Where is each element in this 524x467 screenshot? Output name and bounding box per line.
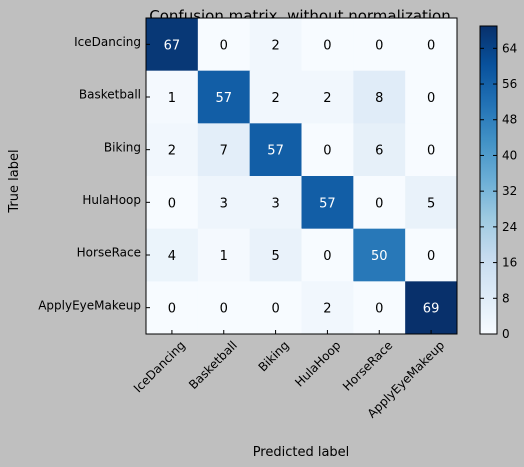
matrix-cell — [353, 281, 406, 335]
cell-value-label: 5 — [427, 196, 435, 211]
matrix-cell — [249, 281, 302, 335]
matrix-cell — [301, 281, 354, 335]
cell-value-label: 50 — [371, 249, 388, 264]
matrix-cell — [249, 176, 302, 230]
cell-value-label: 0 — [271, 302, 279, 317]
cell-value-label: 0 — [168, 196, 176, 211]
colorbar-tick-label: 0 — [502, 327, 510, 341]
matrix-cell — [405, 176, 458, 230]
matrix-cell — [197, 281, 251, 335]
colorbar-tick-label: 56 — [502, 77, 517, 91]
matrix-cell — [197, 18, 251, 72]
colorbar-tick-label: 40 — [502, 148, 517, 162]
colorbar: 0 8 16 24 32 40 48 56 64 — [479, 25, 517, 341]
cell-value-label: 57 — [215, 91, 232, 106]
cell-value-label: 0 — [323, 38, 331, 53]
matrix-cell — [146, 176, 199, 230]
cell-value-label: 57 — [319, 196, 336, 211]
cell-value-label: 3 — [271, 196, 279, 211]
matrix-cell — [249, 123, 302, 177]
colorbar-tick-label: 8 — [502, 291, 510, 305]
matrix-cell — [405, 18, 458, 72]
cell-value-label: 7 — [220, 144, 228, 159]
x-axis-label: Predicted label — [253, 445, 350, 460]
cell-value-label: 6 — [375, 144, 383, 159]
matrix-cell — [301, 70, 354, 124]
matrix-cell — [146, 18, 199, 72]
cell-value-label: 5 — [271, 249, 279, 264]
cell-value-label: 2 — [168, 144, 176, 159]
matrix-cell — [405, 70, 458, 124]
y-tick-label: Basketball — [79, 88, 141, 102]
matrix-cell — [197, 228, 251, 282]
matrix-cell — [405, 123, 458, 177]
cell-value-label: 0 — [427, 38, 435, 53]
matrix-cell — [249, 228, 302, 282]
matrix-cell — [197, 123, 251, 177]
y-tick-label: IceDancing — [74, 35, 141, 49]
cell-value-label: 0 — [220, 302, 228, 317]
matrix-cell — [301, 176, 354, 230]
cell-value-label: 0 — [220, 38, 228, 53]
cell-value-label: 0 — [323, 249, 331, 264]
matrix-cell — [197, 176, 251, 230]
y-tick-label: HulaHoop — [82, 193, 141, 207]
cell-value-label: 2 — [323, 91, 331, 106]
colorbar-tick-label: 48 — [502, 113, 517, 127]
cell-value-label: 0 — [427, 144, 435, 159]
cell-value-label: 0 — [375, 38, 383, 53]
matrix-cell — [405, 228, 458, 282]
y-tick-label: Biking — [104, 140, 141, 154]
matrix-cell — [353, 228, 406, 282]
colorbar-tick-label: 24 — [502, 220, 517, 234]
matrix-cell — [146, 70, 199, 124]
colorbar-tick-label: 32 — [502, 184, 517, 198]
matrix-cell — [146, 281, 199, 335]
cell-value-label: 8 — [375, 91, 383, 106]
matrix-cell — [249, 18, 302, 72]
matrix-cell — [301, 18, 354, 72]
cell-value-label: 0 — [427, 91, 435, 106]
matrix-cell — [353, 123, 406, 177]
colorbar-tick-label: 64 — [502, 41, 517, 55]
cell-value-label: 0 — [375, 302, 383, 317]
plot-frame — [145, 17, 458, 335]
matrix-cell — [301, 228, 354, 282]
matrix-plot-area: 67 0 2 0 0 01 57 2 2 8 02 7 57 0 6 00 3 3 57 0 54 1 5 0 50 00 0 0 2 0… — [38, 17, 458, 421]
cell-value-label: 2 — [323, 302, 331, 317]
cell-value-label: 4 — [168, 249, 176, 264]
colorbar-gradient — [479, 25, 498, 335]
matrix-cell — [249, 70, 302, 124]
cell-value-label: 2 — [271, 91, 279, 106]
cell-value-label: 69 — [423, 302, 440, 317]
matrix-cell — [197, 70, 251, 124]
cell-value-label: 0 — [168, 302, 176, 317]
matrix-cell — [146, 228, 199, 282]
matrix-cell — [353, 18, 406, 72]
matrix-cell — [301, 123, 354, 177]
colorbar-tick-label: 16 — [502, 256, 517, 270]
matrix-cell — [353, 70, 406, 124]
matrix-cell — [146, 123, 199, 177]
cell-value-label: 0 — [375, 196, 383, 211]
cell-value-label: 2 — [271, 38, 279, 53]
cell-value-label: 57 — [267, 144, 284, 159]
cell-value-label: 3 — [220, 196, 228, 211]
y-tick-label: ApplyEyeMakeup — [38, 298, 141, 312]
cell-value-label: 0 — [427, 249, 435, 264]
y-tick-label: HorseRace — [77, 246, 141, 260]
y-axis-label: True label — [7, 149, 22, 213]
cell-value-label: 67 — [164, 38, 181, 53]
cell-value-label: 1 — [168, 91, 176, 106]
matrix-cell — [353, 176, 406, 230]
cell-value-label: 1 — [220, 249, 228, 264]
cell-value-label: 0 — [323, 144, 331, 159]
matrix-cell — [405, 281, 458, 335]
